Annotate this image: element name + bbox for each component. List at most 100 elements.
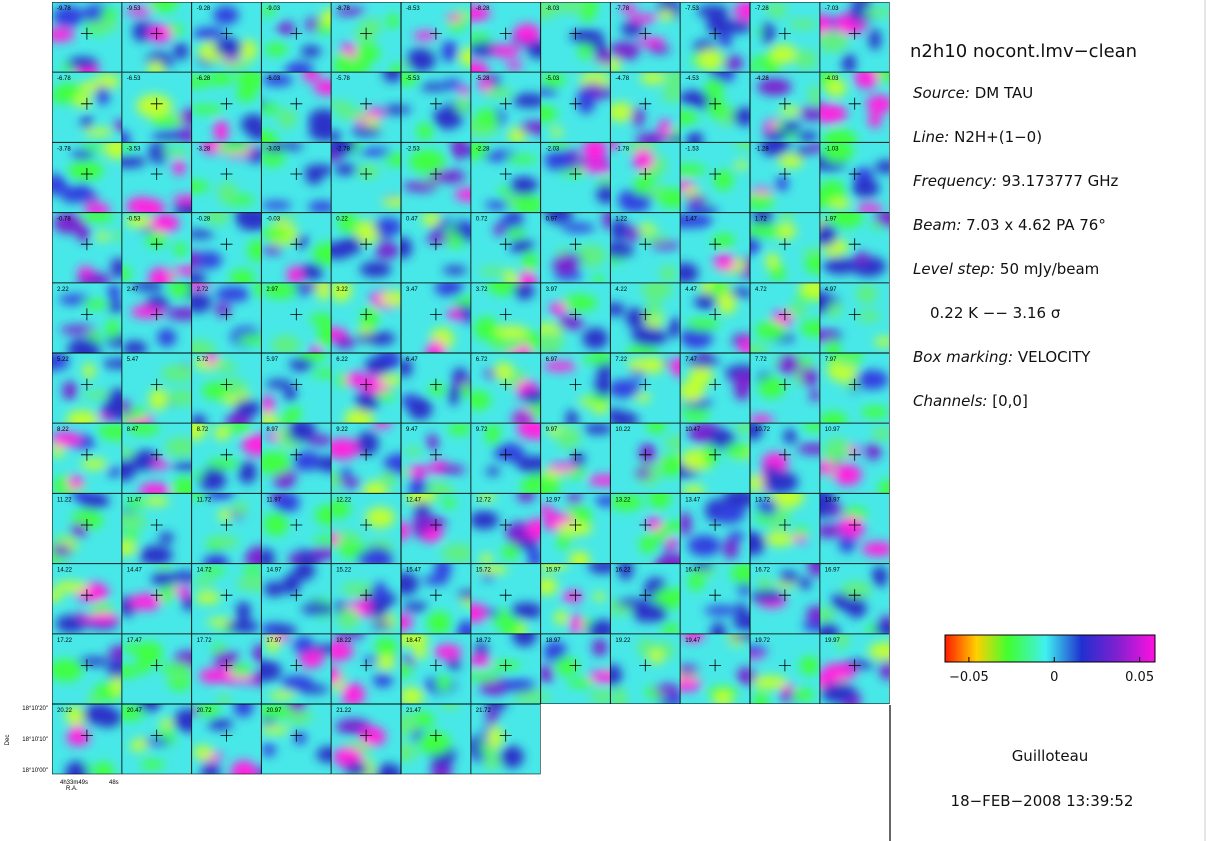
blob bbox=[685, 195, 707, 205]
velocity-label: 6.22 bbox=[336, 357, 348, 363]
channel-panel: 6.72 bbox=[465, 353, 549, 430]
channel-panel: 20.72 bbox=[182, 696, 268, 783]
velocity-label: 21.72 bbox=[476, 708, 492, 714]
info-value: DM TAU bbox=[975, 84, 1034, 102]
channel-panel: 18.72 bbox=[465, 624, 548, 704]
channel-panel: 15.22 bbox=[331, 564, 401, 634]
velocity-label: -1.28 bbox=[755, 146, 769, 152]
blob bbox=[592, 43, 610, 53]
blob bbox=[152, 130, 186, 142]
blob bbox=[373, 673, 393, 687]
blob bbox=[166, 672, 187, 681]
blob bbox=[866, 95, 893, 114]
blob bbox=[567, 493, 582, 505]
velocity-label: 12.22 bbox=[336, 497, 352, 503]
blob bbox=[880, 659, 895, 681]
channel-panel: -1.28 bbox=[745, 134, 824, 212]
channel-panel: 7.97 bbox=[819, 344, 889, 430]
channel-panel: 20.97 bbox=[258, 692, 344, 774]
blob bbox=[869, 29, 881, 50]
blob bbox=[441, 544, 475, 562]
blob bbox=[555, 657, 578, 676]
blob bbox=[447, 13, 463, 22]
velocity-label: 3.22 bbox=[336, 287, 348, 293]
blob bbox=[513, 282, 534, 300]
blob bbox=[414, 644, 427, 660]
blob bbox=[413, 515, 427, 539]
blob bbox=[704, 606, 738, 616]
channel-panel: 0.97 bbox=[541, 205, 617, 285]
blob bbox=[108, 301, 123, 313]
blob bbox=[206, 459, 240, 469]
channel-panel: 14.22 bbox=[41, 564, 122, 634]
blob bbox=[375, 391, 395, 400]
info-line: Line: N2H+(1−0) bbox=[913, 128, 1042, 146]
velocity-label: 16.47 bbox=[685, 568, 701, 574]
blob bbox=[549, 302, 566, 315]
blob bbox=[734, 161, 749, 169]
blob bbox=[386, 14, 399, 28]
channel-panel: 20.47 bbox=[115, 697, 204, 775]
velocity-label: 2.97 bbox=[266, 287, 278, 293]
velocity-label: 13.22 bbox=[615, 497, 631, 503]
blob bbox=[725, 444, 750, 457]
velocity-label: 15.97 bbox=[546, 568, 562, 574]
channel-panel: 19.22 bbox=[604, 634, 685, 710]
blob bbox=[475, 108, 498, 128]
blob bbox=[84, 128, 114, 136]
blob bbox=[380, 471, 396, 489]
velocity-label: 17.72 bbox=[197, 638, 213, 644]
velocity-label: -7.03 bbox=[825, 6, 839, 12]
blob bbox=[371, 582, 387, 604]
velocity-label: -7.28 bbox=[755, 6, 769, 12]
blob bbox=[872, 427, 892, 441]
blob bbox=[193, 577, 214, 587]
blob bbox=[704, 78, 724, 100]
channel-panel: 13.97 bbox=[807, 489, 894, 564]
velocity-label: 20.97 bbox=[266, 708, 282, 714]
blob bbox=[122, 530, 139, 539]
velocity-label: -8.28 bbox=[476, 6, 490, 12]
blob bbox=[712, 506, 745, 523]
blob bbox=[856, 370, 889, 390]
blob bbox=[660, 265, 677, 282]
blob bbox=[723, 55, 744, 71]
channel-panel: 21.47 bbox=[391, 699, 471, 782]
channel-panel: 0.72 bbox=[471, 211, 541, 294]
blob bbox=[798, 578, 812, 589]
blob bbox=[301, 46, 322, 57]
velocity-label: 11.47 bbox=[127, 497, 142, 503]
blob bbox=[639, 536, 657, 553]
blob bbox=[833, 464, 862, 486]
info-key: Source: bbox=[913, 84, 970, 102]
channel-panel: -6.28 bbox=[182, 68, 270, 143]
channel-panel: -4.28 bbox=[750, 72, 828, 142]
blob bbox=[592, 639, 608, 657]
blob bbox=[54, 582, 89, 593]
blob bbox=[231, 760, 257, 783]
blob bbox=[752, 676, 788, 690]
blob bbox=[494, 362, 513, 381]
blob bbox=[214, 38, 242, 57]
velocity-label: 17.22 bbox=[57, 638, 73, 644]
velocity-label: -9.03 bbox=[266, 6, 280, 12]
blob bbox=[498, 186, 510, 196]
channel-panel: 17.72 bbox=[192, 634, 270, 706]
blob bbox=[501, 544, 519, 560]
blob bbox=[557, 534, 570, 549]
velocity-label: 13.47 bbox=[685, 497, 701, 503]
velocity-label: 16.72 bbox=[755, 568, 771, 574]
blob bbox=[406, 48, 436, 71]
blob bbox=[95, 762, 114, 782]
channel-panel: -9.78 bbox=[45, 2, 122, 80]
velocity-label: 20.22 bbox=[57, 708, 73, 714]
blob bbox=[304, 165, 335, 176]
channel-panel: 7.22 bbox=[604, 353, 688, 428]
channel-panel: 14.72 bbox=[192, 564, 272, 635]
channel-panel: -3.03 bbox=[250, 134, 336, 213]
blob bbox=[629, 14, 660, 22]
blob bbox=[62, 381, 77, 400]
blob bbox=[434, 644, 462, 659]
blob bbox=[214, 120, 229, 143]
channel-panel: -5.28 bbox=[464, 72, 553, 144]
